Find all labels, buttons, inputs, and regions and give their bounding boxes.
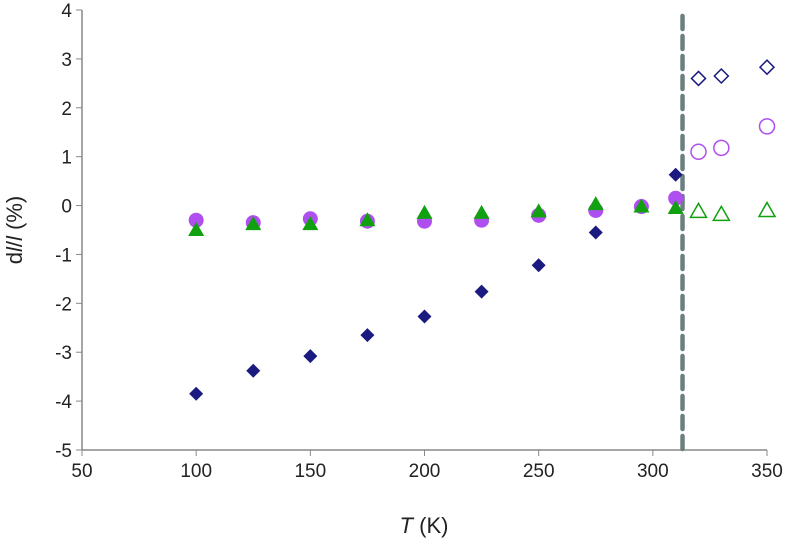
triangle-marker bbox=[633, 198, 650, 213]
y-tick-label: -4 bbox=[55, 392, 72, 413]
x-tick-label: 100 bbox=[180, 461, 212, 482]
triangle-marker bbox=[416, 204, 433, 219]
triangle-marker bbox=[473, 204, 490, 219]
y-axis-title: dl/l (%) bbox=[2, 196, 27, 264]
triangle-marker bbox=[712, 204, 731, 222]
diamond-marker bbox=[246, 363, 261, 378]
diamond-marker bbox=[417, 309, 432, 324]
circle-marker bbox=[690, 143, 707, 161]
triangle-marker bbox=[302, 216, 319, 231]
y-tick-label: 4 bbox=[61, 1, 72, 22]
diamond-marker bbox=[713, 67, 730, 85]
diamond-marker bbox=[758, 59, 776, 76]
triangle-marker bbox=[689, 201, 708, 219]
x-tick-label: 350 bbox=[751, 461, 783, 482]
diamond-marker bbox=[690, 70, 707, 87]
triangle-marker bbox=[359, 212, 376, 227]
diamond-marker bbox=[474, 284, 489, 299]
triangle-marker bbox=[188, 222, 205, 236]
circle-marker bbox=[713, 139, 730, 157]
triangle-marker bbox=[757, 200, 777, 218]
y-tick-label: 2 bbox=[61, 99, 72, 120]
diamond-marker bbox=[360, 328, 375, 343]
x-tick-label: 200 bbox=[409, 461, 441, 482]
diamond-marker bbox=[668, 167, 683, 182]
y-tick-label: 3 bbox=[61, 50, 72, 71]
triangle-marker bbox=[245, 216, 262, 231]
x-axis-title: T (K) bbox=[400, 513, 449, 538]
y-tick-label: -3 bbox=[55, 343, 72, 364]
diamond-marker bbox=[303, 349, 318, 364]
y-tick-label: 1 bbox=[61, 148, 72, 169]
y-tick-label: -5 bbox=[55, 441, 72, 462]
circle-marker bbox=[668, 190, 684, 206]
diamond-marker bbox=[189, 386, 204, 401]
diamond-marker bbox=[531, 258, 546, 273]
triangle-marker bbox=[530, 203, 547, 218]
y-tick-label: -2 bbox=[55, 294, 72, 315]
x-tick-label: 150 bbox=[294, 461, 326, 482]
x-tick-label: 250 bbox=[523, 461, 555, 482]
y-tick-label: 0 bbox=[61, 197, 72, 218]
triangle-marker bbox=[667, 200, 684, 214]
diamond-marker bbox=[588, 225, 603, 240]
circle-marker bbox=[758, 118, 776, 135]
data-marks bbox=[188, 59, 777, 401]
y-tick-label: -1 bbox=[55, 245, 72, 266]
x-tick-label: 50 bbox=[71, 461, 92, 482]
triangle-marker bbox=[587, 196, 604, 211]
axes: -5 -4 -3 -2 -1 0 1 2 3 4 50 100 150 200 250 300 350 bbox=[55, 1, 783, 482]
x-tick-label: 300 bbox=[637, 461, 669, 482]
circle-marker bbox=[188, 212, 204, 228]
